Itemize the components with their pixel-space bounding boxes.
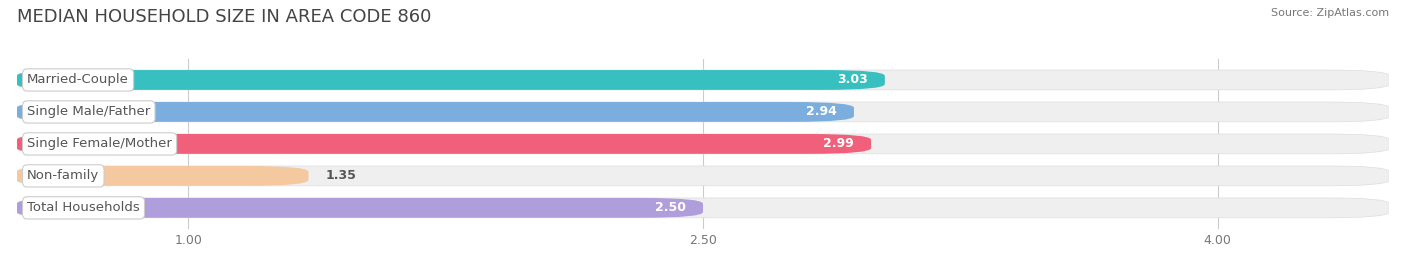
Text: 2.99: 2.99 [823, 137, 853, 150]
Text: 1.35: 1.35 [326, 169, 357, 182]
FancyBboxPatch shape [17, 70, 1389, 90]
Text: Source: ZipAtlas.com: Source: ZipAtlas.com [1271, 8, 1389, 18]
Text: 3.03: 3.03 [837, 73, 868, 86]
Text: MEDIAN HOUSEHOLD SIZE IN AREA CODE 860: MEDIAN HOUSEHOLD SIZE IN AREA CODE 860 [17, 8, 432, 26]
Text: 2.94: 2.94 [806, 105, 837, 118]
FancyBboxPatch shape [17, 134, 872, 154]
FancyBboxPatch shape [17, 198, 703, 218]
FancyBboxPatch shape [17, 198, 1389, 218]
FancyBboxPatch shape [17, 134, 1389, 154]
Text: Married-Couple: Married-Couple [27, 73, 129, 86]
FancyBboxPatch shape [17, 102, 853, 122]
Text: 2.50: 2.50 [655, 201, 686, 214]
FancyBboxPatch shape [17, 166, 308, 186]
Text: Non-family: Non-family [27, 169, 100, 182]
FancyBboxPatch shape [17, 166, 1389, 186]
Text: Single Female/Mother: Single Female/Mother [27, 137, 172, 150]
FancyBboxPatch shape [17, 102, 1389, 122]
Text: Single Male/Father: Single Male/Father [27, 105, 150, 118]
FancyBboxPatch shape [17, 70, 884, 90]
Text: Total Households: Total Households [27, 201, 141, 214]
